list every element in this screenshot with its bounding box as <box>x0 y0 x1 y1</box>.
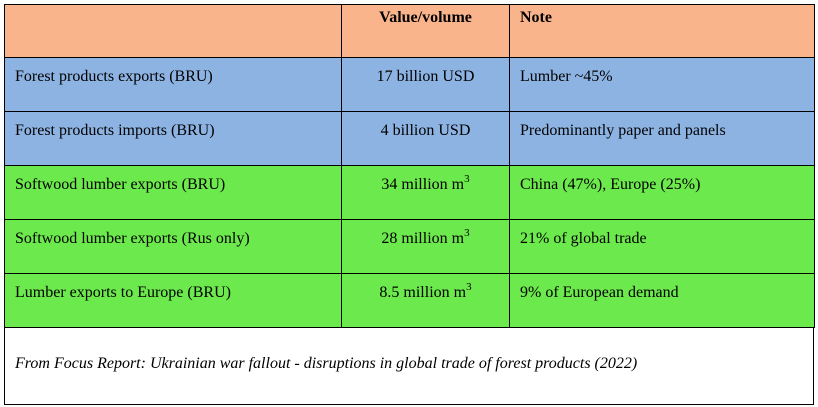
row-value: 34 million m3 <box>343 167 509 195</box>
table-header-row: Value/volume Note <box>4 4 815 58</box>
row-note: 21% of global trade <box>520 230 647 247</box>
row-value: 28 million m3 <box>343 221 509 249</box>
row-note-cell: China (47%), Europe (25%) <box>509 165 815 220</box>
row-value: 17 billion USD <box>343 59 509 87</box>
table-row: Forest products imports (BRU) 4 billion … <box>4 111 815 166</box>
row-item-label: Softwood lumber exports (BRU) <box>15 176 226 193</box>
header-cell-value: Value/volume <box>341 4 510 58</box>
row-value: 8.5 million m3 <box>343 275 509 303</box>
header-cell-note: Note <box>509 4 815 58</box>
row-note: China (47%), Europe (25%) <box>520 176 701 193</box>
header-label-note: Note <box>520 9 552 26</box>
table-row: Lumber exports to Europe (BRU) 8.5 milli… <box>4 273 815 328</box>
row-value: 4 billion USD <box>343 113 509 141</box>
row-value-text: 4 billion USD <box>380 122 471 139</box>
row-item-cell: Softwood lumber exports (BRU) <box>4 165 342 220</box>
row-note: Predominantly paper and panels <box>520 122 726 139</box>
row-item-label: Forest products imports (BRU) <box>15 122 215 139</box>
row-value-cell: 4 billion USD <box>341 111 510 166</box>
header-label-item <box>6 6 341 10</box>
row-note-cell: Predominantly paper and panels <box>509 111 815 166</box>
row-note-cell: 21% of global trade <box>509 219 815 274</box>
row-note-cell: 9% of European demand <box>509 273 815 328</box>
row-value-text: 28 million m <box>381 230 465 247</box>
source-caption: From Focus Report: Ukrainian war fallout… <box>15 355 638 372</box>
table-row: Softwood lumber exports (Rus only) 28 mi… <box>4 219 815 274</box>
row-value-cell: 28 million m3 <box>341 219 510 274</box>
row-value-text: 34 million m <box>381 176 465 193</box>
row-note: 9% of European demand <box>520 284 679 301</box>
row-item-cell: Forest products imports (BRU) <box>4 111 342 166</box>
row-item-cell: Forest products exports (BRU) <box>4 57 342 112</box>
forest-trade-table: Value/volume Note Forest products export… <box>4 4 815 328</box>
row-value-text: 8.5 million m <box>379 284 467 301</box>
row-value-cell: 8.5 million m3 <box>341 273 510 328</box>
row-value-superscript: 3 <box>464 226 470 239</box>
row-item-cell: Lumber exports to Europe (BRU) <box>4 273 342 328</box>
header-cell-item <box>4 4 342 58</box>
row-value-cell: 17 billion USD <box>341 57 510 112</box>
row-item-cell: Softwood lumber exports (Rus only) <box>4 219 342 274</box>
row-value-superscript: 3 <box>466 280 472 293</box>
row-item-label: Lumber exports to Europe (BRU) <box>15 284 231 301</box>
table-row: Forest products exports (BRU) 17 billion… <box>4 57 815 112</box>
row-note: Lumber ~45% <box>520 68 613 85</box>
table-row: Softwood lumber exports (BRU) 34 million… <box>4 165 815 220</box>
row-note-cell: Lumber ~45% <box>509 57 815 112</box>
document-table-frame: Value/volume Note Forest products export… <box>4 4 815 405</box>
header-label-value: Value/volume <box>379 9 472 26</box>
row-value-cell: 34 million m3 <box>341 165 510 220</box>
row-item-label: Softwood lumber exports (Rus only) <box>15 230 250 247</box>
row-value-superscript: 3 <box>464 172 470 185</box>
row-value-text: 17 billion USD <box>376 68 475 85</box>
row-item-label: Forest products exports (BRU) <box>15 68 213 85</box>
